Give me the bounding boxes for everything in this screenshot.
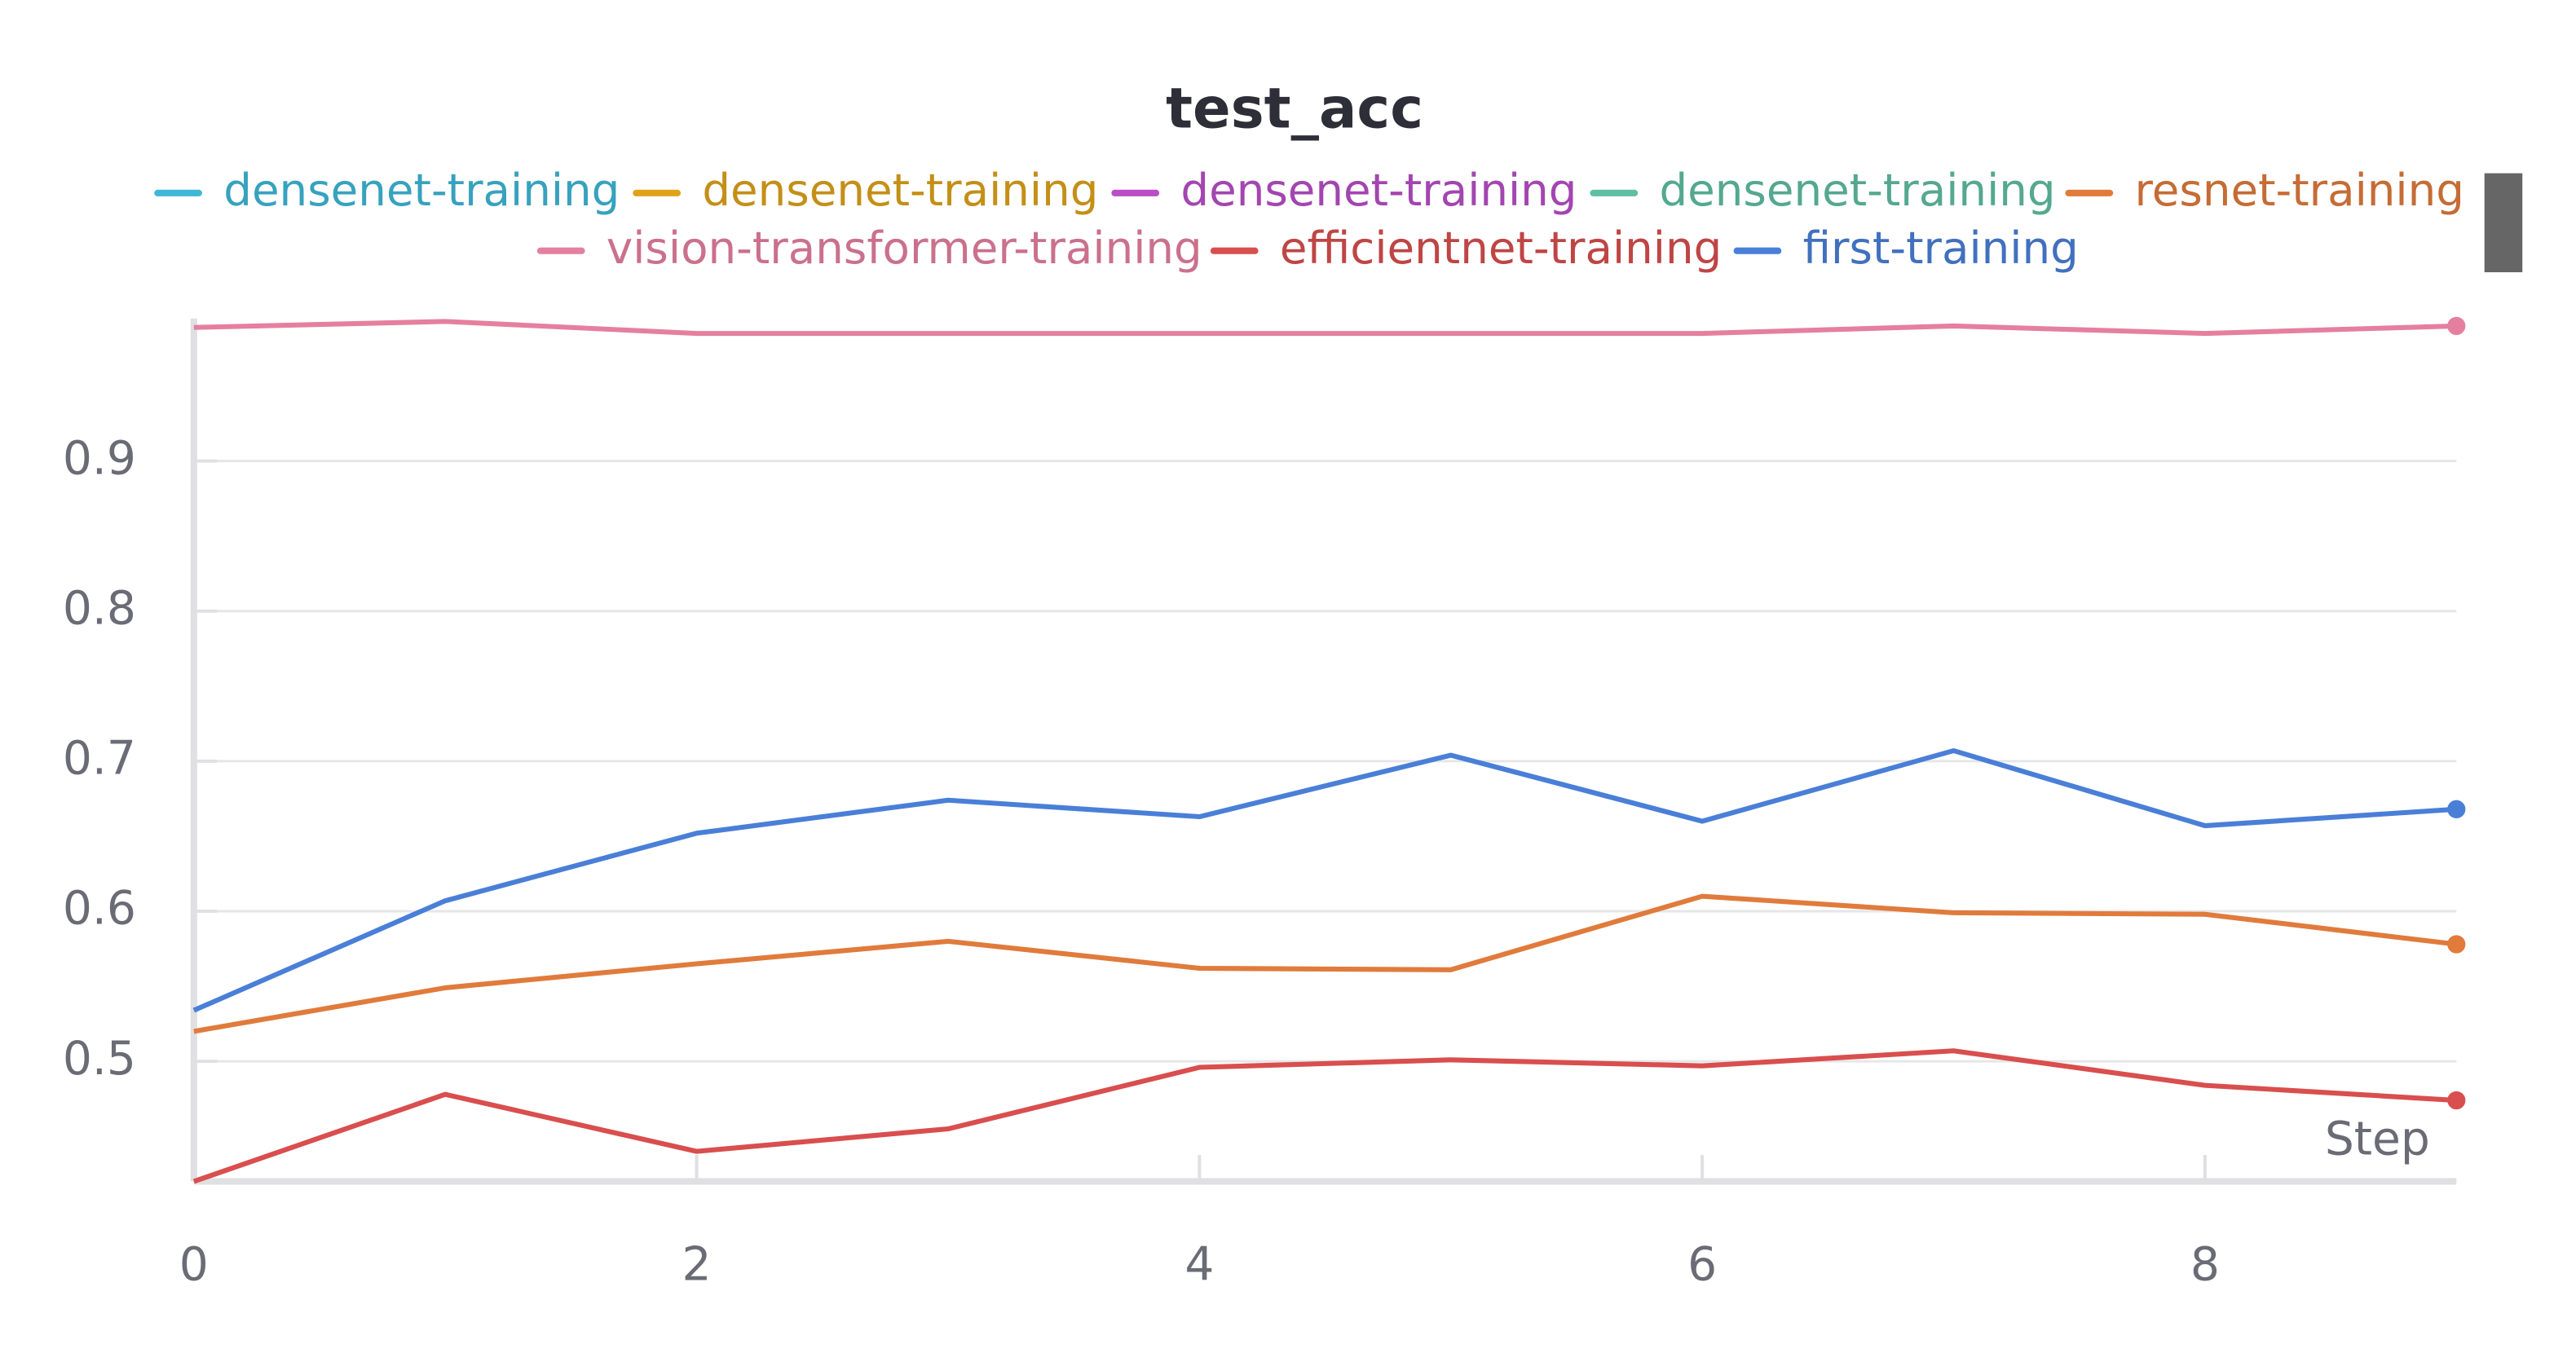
legend-label: resnet-training [2135, 164, 2464, 216]
legend-item: densenet-training [154, 164, 620, 216]
x-tick-label: 6 [1687, 1237, 1717, 1291]
legend-label: densenet-training [1659, 164, 2055, 216]
y-tick-label: 0.7 [63, 732, 136, 786]
x-tick-label: 2 [682, 1237, 712, 1291]
legend-label: efficientnet-training [1280, 222, 1722, 274]
legend-label: vision-transformer-training [607, 222, 1202, 274]
y-tick-label: 0.8 [63, 581, 136, 635]
legend-item: densenet-training [1111, 164, 1577, 216]
legend-item: first-training [1733, 222, 2079, 274]
end-point [2447, 316, 2466, 336]
x-tick-label: 0 [179, 1237, 209, 1291]
series-line [192, 1048, 2457, 1184]
end-point [2447, 935, 2466, 954]
x-tick-label: 8 [2190, 1237, 2220, 1291]
legend-item: resnet-training [2065, 164, 2464, 216]
end-point [2447, 800, 2466, 818]
scrollbar[interactable] [2484, 173, 2523, 273]
y-tick-label: 0.9 [63, 431, 136, 485]
chart-title: test_acc [1166, 77, 1423, 142]
y-tick-label: 0.5 [63, 1032, 136, 1086]
legend-label: densenet-training [1180, 164, 1577, 216]
legend-item: densenet-training [1590, 164, 2056, 216]
y-tick-label: 0.6 [63, 882, 136, 936]
legend-item: densenet-training [633, 164, 1098, 216]
legend-label: first-training [1803, 222, 2079, 274]
series-line [193, 893, 2457, 1034]
series-line [192, 747, 2457, 1013]
x-axis-label: Step [2325, 1113, 2430, 1166]
legend-item: vision-transformer-training [536, 222, 1202, 274]
legend-label: densenet-training [702, 164, 1098, 216]
end-point [2447, 1091, 2466, 1110]
x-tick-label: 4 [1184, 1237, 1214, 1291]
legend-item: efficientnet-training [1210, 222, 1722, 274]
series-line [193, 319, 2457, 337]
legend-label: densenet-training [223, 164, 620, 216]
